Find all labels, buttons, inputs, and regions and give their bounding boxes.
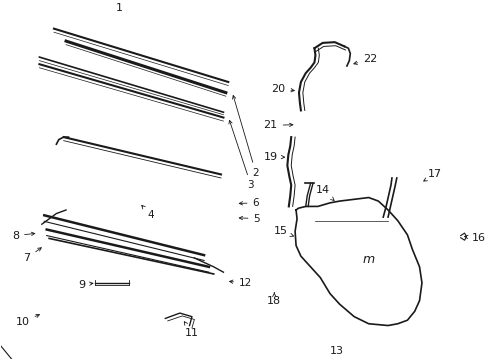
Text: 8: 8 [12,230,35,240]
Text: 18: 18 [266,293,281,306]
Text: 2: 2 [232,95,259,177]
Text: m: m [362,253,374,266]
Text: 17: 17 [423,170,441,181]
Text: 5: 5 [239,213,260,224]
Bar [42,299,104,340]
Bar [307,201,361,228]
Text: 7: 7 [23,248,41,263]
Text: 6: 6 [239,198,259,208]
Text: 4: 4 [142,205,154,220]
Text: 19: 19 [263,152,284,162]
Circle shape [0,34,469,360]
Text: 11: 11 [184,322,199,338]
Text: 16: 16 [464,233,485,243]
Text: 10: 10 [16,314,40,327]
Text: 15: 15 [273,226,293,237]
Circle shape [52,0,488,360]
Circle shape [0,0,338,360]
Text: 1: 1 [116,3,122,13]
Text: 22: 22 [353,54,376,64]
Text: 20: 20 [271,84,294,94]
Bar [343,60,353,72]
Bar [25,13,262,139]
Text: 3: 3 [228,120,254,190]
Text: 12: 12 [229,278,252,288]
Text: 14: 14 [315,185,333,201]
Text: 21: 21 [263,120,292,130]
Bar [259,111,447,331]
Circle shape [102,0,488,322]
Text: 13: 13 [329,346,344,356]
Text: 9: 9 [78,280,93,290]
Bar [44,302,102,338]
Bar [265,274,286,293]
